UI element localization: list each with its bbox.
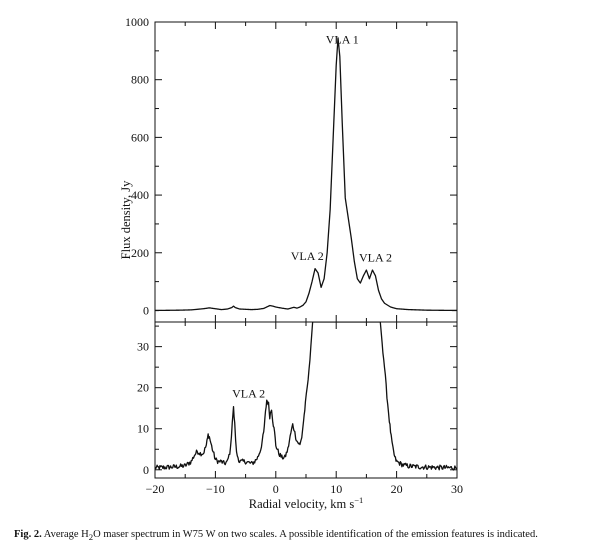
- x-axis-label: Radial velocity, km s−1: [249, 495, 363, 511]
- caption-text-b: O maser spectrum in W75 W on two scales.…: [93, 529, 538, 540]
- y-tick-label-top: 800: [131, 73, 149, 87]
- series-line-top-0: [155, 37, 457, 312]
- x-tick-label: 0: [273, 482, 279, 496]
- y-tick-label-bottom: 10: [137, 422, 149, 436]
- annotation-top-0: VLA 1: [326, 33, 359, 47]
- caption-subscript: 2: [88, 532, 94, 543]
- x-tick-label: 10: [330, 482, 342, 496]
- annotation-bottom-0: VLA 2: [232, 387, 265, 401]
- plot-frame-top: [154, 21, 458, 323]
- y-tick-label-bottom: 20: [137, 381, 149, 395]
- x-axis-label-text: Radial velocity, km s: [249, 497, 355, 511]
- annotation-top-1: VLA 2: [291, 249, 324, 263]
- figure-caption: Fig. 2. Average H2O maser spectrum in W7…: [14, 528, 584, 544]
- x-tick-label: 30: [451, 482, 463, 496]
- y-tick-label-bottom: 0: [143, 463, 149, 477]
- y-tick-label-top: 600: [131, 130, 149, 144]
- x-axis-label-superscript: −1: [354, 495, 363, 505]
- series-line-bottom-0: [155, 322, 457, 471]
- x-tick-label: 20: [391, 482, 403, 496]
- y-tick-label-bottom: 30: [137, 340, 149, 354]
- x-tick-label: −10: [206, 482, 225, 496]
- y-tick-label-top: 200: [131, 246, 149, 260]
- x-tick-label: −20: [146, 482, 165, 496]
- y-tick-label-top: 0: [143, 303, 149, 317]
- caption-label: Fig. 2.: [14, 529, 42, 540]
- y-tick-label-top: 1000: [125, 15, 149, 29]
- caption-text-a: Average H: [41, 529, 89, 540]
- y-axis-label: Flux density, Jy: [119, 180, 133, 259]
- annotation-top-2: VLA 2: [359, 250, 392, 264]
- y-tick-label-top: 400: [131, 188, 149, 202]
